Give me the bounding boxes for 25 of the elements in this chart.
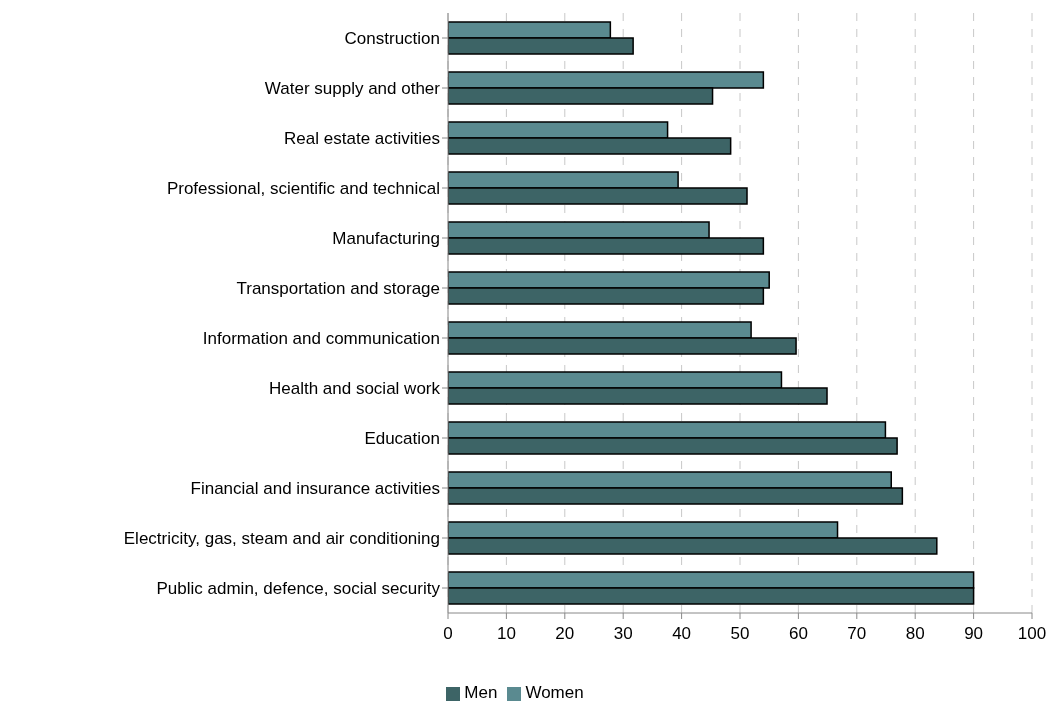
x-tick-label: 30 bbox=[613, 624, 633, 644]
x-tick-label: 0 bbox=[443, 624, 453, 644]
y-tick-label: Information and communication bbox=[202, 329, 440, 349]
y-tick-label: Real estate activities bbox=[284, 129, 440, 149]
y-tick-label: Transportation and storage bbox=[236, 279, 440, 299]
y-tick-label: Construction bbox=[344, 29, 440, 49]
y-tick-label: Water supply and other bbox=[264, 79, 441, 99]
y-tick-label: Electricity, gas, steam and air conditioning bbox=[123, 529, 440, 549]
x-tick-label: 10 bbox=[496, 624, 516, 644]
y-tick-label: Education bbox=[364, 429, 440, 449]
x-tick-label: 50 bbox=[730, 624, 750, 644]
y-tick-label: Health and social work bbox=[268, 379, 441, 399]
x-tick-label: 90 bbox=[964, 624, 984, 644]
y-tick-label: Financial and insurance activities bbox=[190, 479, 440, 499]
x-tick-label: 40 bbox=[672, 624, 692, 644]
y-tick-label: Public admin, defence, social security bbox=[156, 579, 441, 599]
y-tick-label: Professional, scientific and technical bbox=[166, 179, 440, 199]
x-tick-label: 70 bbox=[847, 624, 867, 644]
legend-label: Women bbox=[525, 683, 584, 702]
x-tick-label: 60 bbox=[788, 624, 808, 644]
x-tick-label: 100 bbox=[1017, 624, 1047, 644]
y-tick-label: Manufacturing bbox=[332, 229, 440, 249]
x-tick-label: 20 bbox=[555, 624, 575, 644]
legend-label: Men bbox=[464, 683, 498, 702]
x-tick-label: 80 bbox=[905, 624, 925, 644]
